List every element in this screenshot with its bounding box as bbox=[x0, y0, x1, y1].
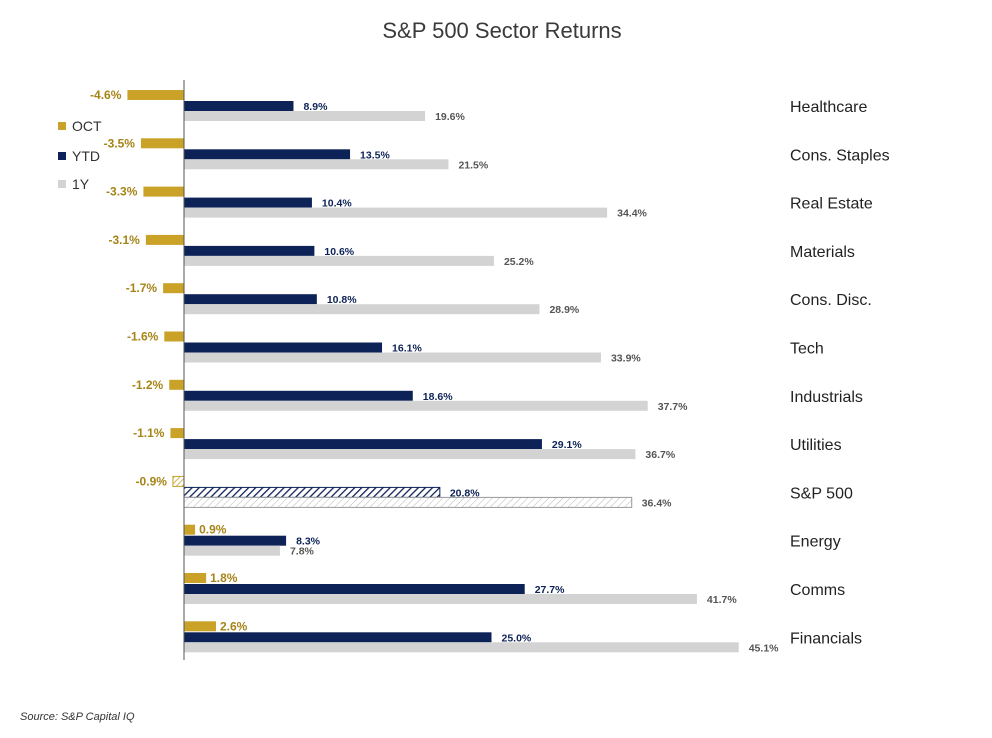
value-label-oct-financials: 2.6% bbox=[220, 619, 248, 633]
bar-1y-industrials bbox=[184, 400, 648, 411]
legend-label-ytd: YTD bbox=[72, 148, 100, 164]
bar-1y-tech bbox=[184, 352, 601, 363]
value-label-oct-s-p-500: -0.9% bbox=[136, 474, 168, 488]
bar-oct-s-p-500 bbox=[172, 475, 185, 487]
legend-item-oct: OCT bbox=[58, 118, 102, 134]
legend-label-oct: OCT bbox=[72, 118, 102, 134]
bar-1y-energy bbox=[184, 545, 280, 556]
bar-oct-industrials bbox=[169, 379, 184, 390]
bar-ytd-financials bbox=[184, 632, 492, 643]
legend-swatch-ytd bbox=[58, 152, 66, 160]
value-label-ytd-materials: 10.6% bbox=[324, 246, 354, 258]
bar-1y-materials bbox=[184, 255, 494, 266]
value-label-oct-tech: -1.6% bbox=[127, 330, 159, 344]
category-label-tech: Tech bbox=[790, 341, 824, 358]
bar-oct-energy bbox=[184, 524, 196, 535]
value-label-1y-utilities: 36.7% bbox=[645, 449, 675, 461]
value-label-ytd-financials: 25.0% bbox=[502, 632, 532, 644]
category-label-comms: Comms bbox=[790, 582, 845, 599]
category-label-utilities: Utilities bbox=[790, 437, 842, 454]
bar-1y-cons-disc bbox=[184, 304, 540, 315]
value-label-ytd-cons-disc: 10.8% bbox=[327, 294, 357, 306]
value-label-1y-energy: 7.8% bbox=[290, 546, 315, 558]
value-label-1y-industrials: 37.7% bbox=[658, 401, 688, 413]
legend-label-1y: 1Y bbox=[72, 176, 90, 192]
bar-ytd-s-p-500 bbox=[183, 486, 441, 498]
value-label-ytd-utilities: 29.1% bbox=[552, 439, 582, 451]
bar-oct-materials bbox=[145, 234, 184, 245]
category-label-cons-disc: Cons. Disc. bbox=[790, 292, 872, 309]
category-label-industrials: Industrials bbox=[790, 389, 863, 406]
category-label-cons-staples: Cons. Staples bbox=[790, 147, 890, 164]
bar-1y-real-estate bbox=[184, 207, 608, 218]
bar-oct-tech bbox=[164, 331, 184, 342]
bar-ytd-healthcare bbox=[184, 101, 294, 111]
bar-ytd-tech bbox=[184, 342, 383, 353]
bar-ytd-cons-staples bbox=[184, 149, 351, 160]
chart-title: S&P 500 Sector Returns bbox=[382, 18, 622, 43]
bar-oct-healthcare bbox=[127, 90, 184, 100]
value-label-oct-cons-staples: -3.5% bbox=[104, 136, 136, 150]
value-label-oct-industrials: -1.2% bbox=[132, 378, 164, 392]
legend-swatch-1y bbox=[58, 180, 66, 188]
value-label-ytd-energy: 8.3% bbox=[296, 536, 321, 548]
value-label-oct-cons-disc: -1.7% bbox=[126, 281, 158, 295]
value-label-1y-cons-staples: 21.5% bbox=[458, 159, 488, 171]
bar-oct-comms bbox=[184, 573, 207, 583]
bar-ytd-utilities bbox=[184, 439, 542, 450]
legend-swatch-oct bbox=[58, 122, 66, 130]
value-label-1y-healthcare: 19.6% bbox=[435, 111, 465, 123]
bar-oct-utilities bbox=[170, 428, 184, 439]
category-label-s-p-500: S&P 500 bbox=[790, 485, 853, 502]
category-label-financials: Financials bbox=[790, 630, 862, 647]
bar-ytd-cons-disc bbox=[184, 294, 317, 305]
category-label-real-estate: Real Estate bbox=[790, 196, 873, 213]
value-label-oct-real-estate: -3.3% bbox=[106, 185, 138, 199]
bar-1y-s-p-500 bbox=[183, 496, 633, 508]
bar-1y-cons-staples bbox=[184, 159, 449, 170]
bar-1y-healthcare bbox=[184, 111, 426, 121]
category-label-materials: Materials bbox=[790, 244, 855, 261]
value-label-ytd-industrials: 18.6% bbox=[423, 391, 453, 403]
bar-ytd-materials bbox=[184, 245, 315, 256]
value-label-1y-comms: 41.7% bbox=[707, 594, 737, 606]
value-label-ytd-s-p-500: 20.8% bbox=[450, 487, 480, 499]
value-label-1y-materials: 25.2% bbox=[504, 256, 534, 268]
value-label-oct-healthcare: -4.6% bbox=[90, 88, 122, 102]
bar-oct-financials bbox=[184, 621, 216, 632]
value-label-oct-energy: 0.9% bbox=[199, 523, 227, 537]
bar-1y-financials bbox=[184, 642, 739, 653]
bar-1y-comms bbox=[184, 594, 697, 604]
value-label-ytd-real-estate: 10.4% bbox=[322, 198, 352, 210]
category-label-healthcare: Healthcare bbox=[790, 99, 867, 116]
value-label-oct-utilities: -1.1% bbox=[133, 426, 165, 440]
value-label-1y-financials: 45.1% bbox=[749, 642, 779, 654]
value-label-1y-s-p-500: 36.4% bbox=[642, 497, 672, 509]
bar-ytd-real-estate bbox=[184, 197, 312, 208]
category-label-energy: Energy bbox=[790, 534, 841, 551]
bar-oct-real-estate bbox=[143, 186, 184, 197]
value-label-oct-comms: 1.8% bbox=[210, 571, 238, 585]
value-label-oct-materials: -3.1% bbox=[109, 233, 141, 247]
bar-oct-cons-disc bbox=[163, 283, 184, 294]
value-label-1y-cons-disc: 28.9% bbox=[549, 304, 579, 316]
bar-ytd-comms bbox=[184, 584, 525, 594]
value-label-ytd-comms: 27.7% bbox=[535, 584, 565, 596]
value-label-1y-real-estate: 34.4% bbox=[617, 208, 647, 220]
value-label-ytd-cons-staples: 13.5% bbox=[360, 149, 390, 161]
bar-ytd-industrials bbox=[184, 390, 413, 401]
source-note: Source: S&P Capital IQ bbox=[20, 711, 135, 723]
bar-1y-utilities bbox=[184, 449, 636, 460]
legend-item-1y: 1Y bbox=[58, 176, 89, 192]
legend-item-ytd: YTD bbox=[58, 148, 100, 164]
bar-ytd-energy bbox=[184, 535, 287, 546]
bar-oct-cons-staples bbox=[140, 138, 184, 149]
value-label-1y-tech: 33.9% bbox=[611, 353, 641, 365]
value-label-ytd-tech: 16.1% bbox=[392, 343, 422, 355]
value-label-ytd-healthcare: 8.9% bbox=[303, 101, 328, 113]
